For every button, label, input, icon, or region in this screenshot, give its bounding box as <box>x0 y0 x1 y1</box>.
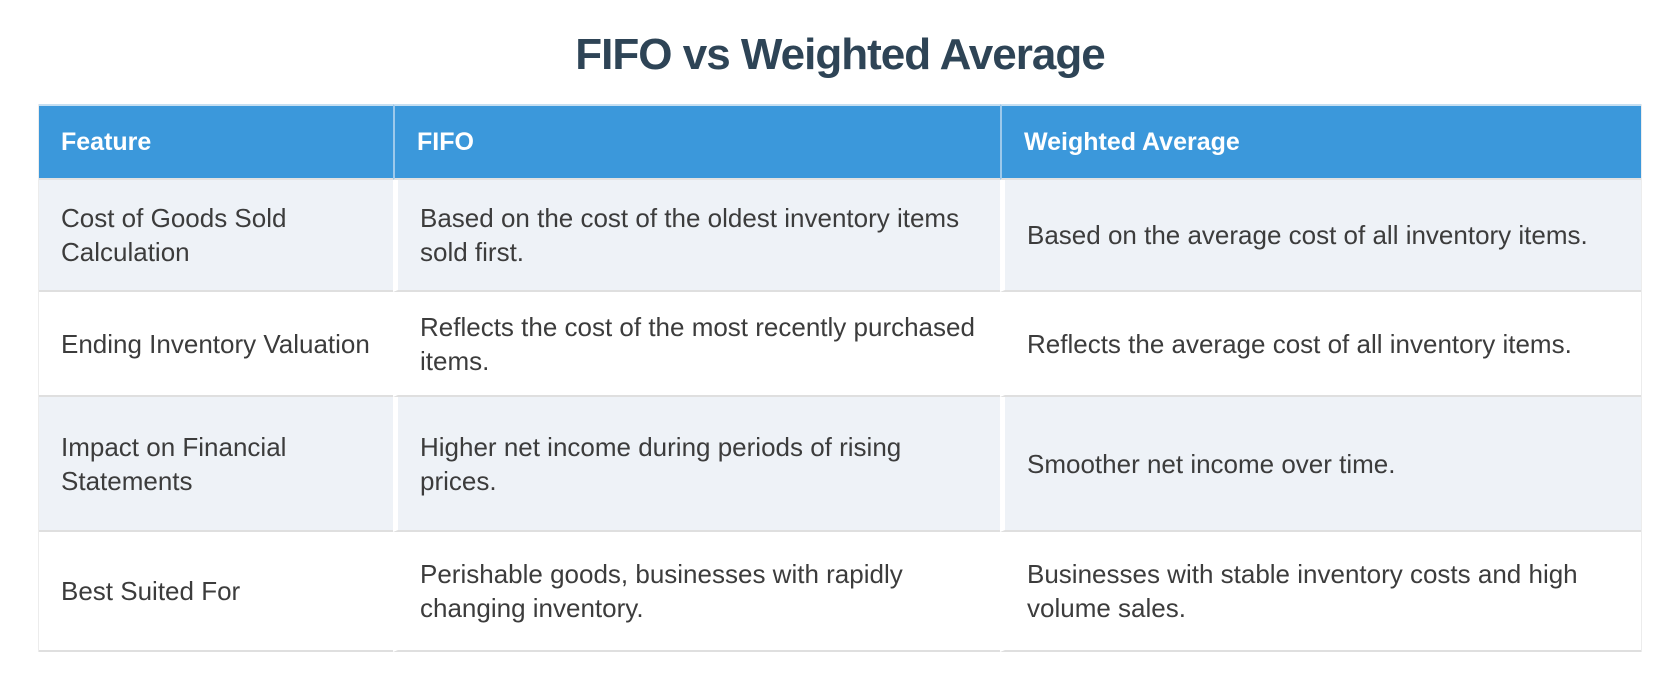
page-title: FIFO vs Weighted Average <box>575 30 1105 79</box>
feature-cell: Ending Inventory Valuation <box>39 292 393 397</box>
table-row: Ending Inventory Valuation Reflects the … <box>39 292 1641 397</box>
header-row: Feature FIFO Weighted Average <box>39 104 1641 180</box>
weighted-average-cell: Based on the average cost of all invento… <box>1000 180 1641 292</box>
weighted-average-cell: Smoother net income over time. <box>1000 397 1641 532</box>
column-header-weighted-average: Weighted Average <box>1000 104 1641 180</box>
table-body: Cost of Goods Sold Calculation Based on … <box>39 180 1641 652</box>
column-header-fifo: FIFO <box>393 104 1000 180</box>
fifo-cell: Reflects the cost of the most recently p… <box>393 292 1000 397</box>
weighted-average-cell: Businesses with stable inventory costs a… <box>1000 532 1641 652</box>
comparison-table-container: Feature FIFO Weighted Average Cost of Go… <box>38 104 1642 652</box>
feature-cell: Best Suited For <box>39 532 393 652</box>
weighted-average-cell: Reflects the average cost of all invento… <box>1000 292 1641 397</box>
fifo-cell: Higher net income during periods of risi… <box>393 397 1000 532</box>
table-row: Cost of Goods Sold Calculation Based on … <box>39 180 1641 292</box>
fifo-cell: Based on the cost of the oldest inventor… <box>393 180 1000 292</box>
table-row: Impact on Financial Statements Higher ne… <box>39 397 1641 532</box>
comparison-table: Feature FIFO Weighted Average Cost of Go… <box>38 104 1642 652</box>
fifo-cell: Perishable goods, businesses with rapidl… <box>393 532 1000 652</box>
feature-cell: Impact on Financial Statements <box>39 397 393 532</box>
table-row: Best Suited For Perishable goods, busine… <box>39 532 1641 652</box>
column-header-feature: Feature <box>39 104 393 180</box>
table-header: Feature FIFO Weighted Average <box>39 104 1641 180</box>
feature-cell: Cost of Goods Sold Calculation <box>39 180 393 292</box>
